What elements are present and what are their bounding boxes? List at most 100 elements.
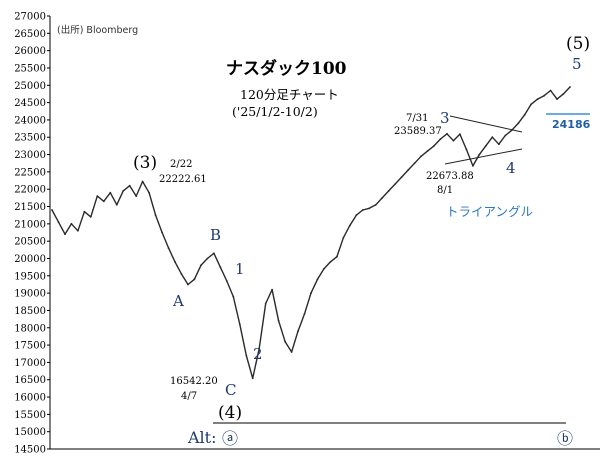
price-point <box>523 113 526 116</box>
price-point <box>387 190 390 192</box>
y-tick-label: 14500 <box>14 445 46 456</box>
price-point <box>213 252 215 255</box>
price-point <box>161 231 164 234</box>
price-point <box>368 207 371 210</box>
price-point <box>394 183 397 185</box>
price-point <box>517 122 520 125</box>
price-point <box>342 236 345 239</box>
y-tick-label: 26500 <box>14 29 46 40</box>
y-tick-label: 25500 <box>14 63 46 74</box>
price-point <box>271 288 273 291</box>
price-point <box>323 268 325 270</box>
price-point <box>465 148 468 151</box>
price-point <box>407 169 409 172</box>
price-point <box>290 351 293 353</box>
wave-5-paren-label: (5) <box>566 34 590 54</box>
price-point <box>135 195 138 198</box>
y-tick-label: 15500 <box>14 410 46 421</box>
y-tick-label: 20500 <box>14 237 46 248</box>
wave-5-label: 5 <box>572 55 582 73</box>
peak-date-note: 2/22 <box>170 159 192 170</box>
y-tick-label: 18500 <box>14 306 46 317</box>
price-point <box>128 184 131 187</box>
level-label-24186: 24186 <box>552 118 591 131</box>
price-series <box>51 86 571 380</box>
price-point <box>562 93 565 95</box>
price-point <box>180 273 183 275</box>
low-date-note: 4/7 <box>181 391 197 402</box>
price-point <box>57 221 60 224</box>
price-point <box>478 153 481 156</box>
y-tick-label: 20000 <box>14 254 46 265</box>
price-point <box>193 278 196 281</box>
y-tick-label: 17500 <box>14 341 46 352</box>
price-point <box>51 209 53 211</box>
y-tick-label: 15000 <box>14 427 46 438</box>
price-point <box>284 340 286 343</box>
chart-subtitle-period: ('25/1/2-10/2) <box>232 104 318 119</box>
price-point <box>238 323 241 326</box>
price-point <box>232 295 235 298</box>
y-tick-label: 26000 <box>14 46 46 57</box>
price-point <box>219 266 222 268</box>
triangle-upper-line <box>449 115 523 133</box>
y-tick-labels: 14500 15000 15500 16000 16500 17000 17500 18000… <box>14 12 50 456</box>
y-tick-label: 16000 <box>14 393 46 404</box>
chart-subtitle-timeframe: 120分足チャート <box>240 87 339 102</box>
price-point <box>452 139 455 142</box>
wave-4-label: 4 <box>506 159 516 177</box>
price-point <box>497 143 500 146</box>
wave-1-label: 1 <box>235 260 245 278</box>
price-point <box>329 261 332 263</box>
price-point <box>374 203 377 206</box>
y-tick-label: 21500 <box>14 202 46 213</box>
y-tick-label: 27000 <box>14 12 46 23</box>
price-point <box>536 98 539 100</box>
low-value-note: 16542.20 <box>170 376 218 387</box>
y-tick-label: 22500 <box>14 167 46 178</box>
y-tick-label: 17000 <box>14 358 46 369</box>
aug-value-note: 22673.88 <box>426 171 474 182</box>
wave-b-label: B <box>210 226 221 244</box>
price-point <box>154 214 157 217</box>
price-point <box>225 280 228 282</box>
price-point <box>109 191 112 194</box>
price-point <box>400 176 403 179</box>
price-point <box>83 210 86 213</box>
alt-a-label: ⓐ <box>222 429 238 448</box>
price-point <box>569 86 571 88</box>
price-point <box>530 103 532 106</box>
y-tick-label: 24000 <box>14 115 46 126</box>
y-tick-label: 18000 <box>14 323 46 334</box>
price-point <box>355 214 358 217</box>
price-point <box>258 347 261 350</box>
price-point <box>413 162 416 165</box>
price-point <box>264 302 267 305</box>
wave-a-label: A <box>172 292 184 310</box>
source-label: (出所) Bloomberg <box>57 24 138 36</box>
price-point <box>70 222 73 225</box>
price-point <box>200 264 202 267</box>
price-point <box>361 209 364 211</box>
price-point <box>556 98 558 100</box>
wave-3-label: 3 <box>440 109 450 127</box>
alt-b-label: ⓑ <box>557 429 573 448</box>
wave-c-label: C <box>225 381 236 399</box>
price-point <box>167 247 170 250</box>
price-point <box>446 132 448 135</box>
price-point <box>122 190 125 192</box>
price-point <box>459 133 461 136</box>
y-tick-label: 22000 <box>14 185 46 196</box>
price-point <box>303 313 306 315</box>
y-tick-label: 19000 <box>14 289 46 300</box>
price-point <box>141 180 144 183</box>
peak-value-note: 22222.61 <box>159 174 207 185</box>
price-point <box>102 200 105 203</box>
price-point <box>420 155 422 158</box>
price-point <box>77 229 79 232</box>
price-point <box>381 197 384 199</box>
y-tick-label: 19500 <box>14 271 46 282</box>
y-tick-label: 23500 <box>14 133 46 144</box>
